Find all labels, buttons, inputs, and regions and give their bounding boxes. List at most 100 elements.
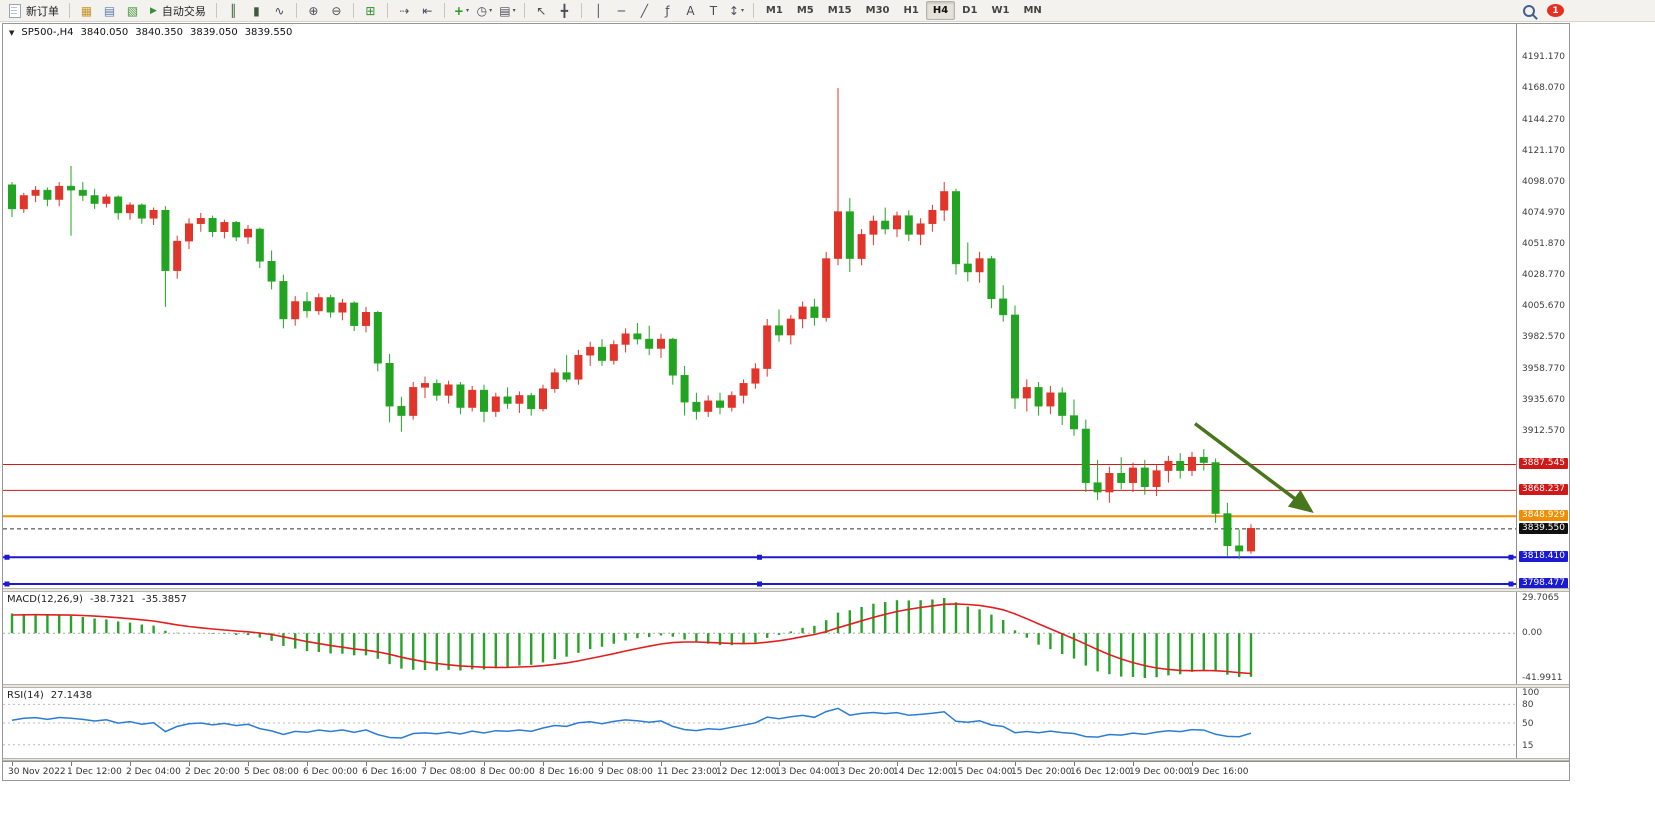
toolbar-separator	[69, 3, 70, 18]
zoom-out-icon[interactable]: ⊖	[331, 3, 342, 18]
new-chart-icon[interactable]: ▦	[80, 3, 93, 18]
time-label: 11 Dec 23:00	[657, 767, 718, 777]
rsi-axis-tick: 15	[1522, 740, 1534, 751]
price-tick: 3935.670	[1522, 394, 1565, 405]
horizontal-line-icon[interactable]: ─	[617, 3, 626, 18]
text-label-icon[interactable]: T	[709, 3, 718, 18]
trend-arrow-annotation[interactable]	[1193, 422, 1314, 513]
rsi-panel[interactable]: RSI(14) 27.1438	[3, 688, 1516, 758]
timeframe-m15[interactable]: M15	[827, 5, 852, 16]
toolbar-separator	[523, 3, 525, 18]
macd-value: -38.7321	[89, 594, 135, 605]
macd-signal-value: -35.3857	[141, 594, 187, 605]
time-axis[interactable]: 30 Nov 2022 1 Dec 12:00 2 Dec 04:00 2 Dec 2…	[3, 761, 1569, 780]
line-chart-icon[interactable]: ∿	[274, 3, 285, 18]
auto-scroll-icon[interactable]: ⇢	[399, 3, 410, 18]
time-label: 30 Nov 2022	[8, 767, 66, 777]
trendline-icon[interactable]: ╱	[640, 3, 649, 18]
autotrading-button[interactable]: ▶ 自动交易	[144, 2, 211, 20]
panel-divider[interactable]	[3, 684, 1569, 688]
time-label: 2 Dec 04:00	[126, 767, 181, 777]
toolbar-separator	[295, 3, 297, 18]
time-label: 14 Dec 12:00	[893, 767, 954, 777]
rsi-label: RSI(14) 27.1438	[7, 690, 92, 701]
chart-symbol-period: SP500-,H4	[21, 27, 74, 38]
zoom-in-icon[interactable]: ⊕	[308, 3, 319, 18]
chart-window[interactable]: ▼ SP500-,H4 3840.050 3840.350 3839.050 3…	[2, 23, 1570, 781]
panel-divider[interactable]	[3, 758, 1569, 761]
macd-label: MACD(12,26,9) -38.7321 -35.3857	[7, 594, 187, 605]
vertical-line-icon[interactable]: │	[594, 3, 603, 18]
periods-icon[interactable]: ◷ ▾	[476, 3, 493, 18]
time-tick	[602, 762, 603, 766]
time-label: 16 Dec 12:00	[1070, 767, 1131, 777]
search-icon[interactable]	[1523, 4, 1535, 17]
dropdown-caret-icon: ▾	[489, 7, 493, 14]
market-watch-icon[interactable]: ▤	[103, 3, 116, 18]
arrows-tool-icon[interactable]: ↕ ▾	[728, 3, 744, 18]
rsi-name: RSI(14)	[7, 690, 44, 701]
macd-axis-tick: 0.00	[1522, 628, 1543, 639]
price-tick: 3912.570	[1522, 425, 1565, 436]
macd-panel[interactable]: MACD(12,26,9) -38.7321 -35.3857	[3, 592, 1516, 684]
rsi-chart-canvas[interactable]	[3, 688, 1516, 758]
chart-ohlc-header: ▼ SP500-,H4 3840.050 3840.350 3839.050 3…	[9, 27, 292, 38]
toolbar-separator	[386, 3, 388, 18]
time-tick	[130, 762, 131, 766]
timeframe-h1[interactable]: H1	[903, 5, 919, 16]
macd-axis-tick: -41.9911	[1522, 673, 1563, 683]
time-tick	[838, 762, 839, 766]
candlestick-chart-icon[interactable]: ▮	[253, 3, 260, 18]
toolbar-separator	[352, 3, 354, 18]
cursor-icon[interactable]: ↖	[536, 3, 547, 18]
price-chart-canvas[interactable]	[3, 24, 1516, 588]
price-tick: 4051.870	[1522, 238, 1565, 249]
new-order-label: 新订单	[26, 4, 59, 18]
rsi-value: 27.1438	[50, 690, 93, 701]
templates-icon[interactable]: ▤ ▾	[499, 3, 516, 18]
panel-divider[interactable]	[3, 588, 1569, 592]
time-tick	[1192, 762, 1193, 766]
price-tick: 4121.170	[1522, 145, 1565, 156]
timeframe-m30[interactable]: M30	[865, 5, 890, 16]
toolbar-separator	[215, 3, 217, 18]
tile-windows-icon[interactable]: ⊞	[365, 3, 376, 18]
dropdown-caret-icon: ▾	[740, 7, 744, 14]
fibonacci-icon[interactable]: ƒ	[665, 3, 670, 18]
timeframe-w1[interactable]: W1	[991, 5, 1010, 16]
new-order-button[interactable]: 新订单	[3, 2, 64, 20]
time-label: 15 Dec 20:00	[1011, 767, 1072, 777]
candlestick-series	[8, 88, 1255, 560]
price-tick: 3982.570	[1522, 331, 1565, 342]
price-axis[interactable]: 4191.170 4168.070 4144.270 4121.170 4098.070…	[1516, 24, 1569, 761]
macd-signal-line	[11, 603, 1252, 675]
alerts-badge[interactable]: 1	[1547, 4, 1564, 17]
timeframe-m1[interactable]: M1	[765, 5, 783, 16]
crosshair-icon[interactable]: ╋	[560, 3, 569, 18]
time-label: 6 Dec 16:00	[362, 767, 417, 777]
macd-chart-canvas[interactable]	[3, 592, 1516, 684]
time-tick	[779, 762, 780, 766]
line-price-label: 3798.477	[1519, 578, 1568, 589]
timeframe-m5[interactable]: M5	[796, 5, 814, 16]
timeframe-mn[interactable]: MN	[1023, 5, 1042, 16]
autotrading-icon: ▶	[150, 5, 157, 16]
text-icon[interactable]: A	[686, 3, 695, 18]
main-price-panel[interactable]: ▼ SP500-,H4 3840.050 3840.350 3839.050 3…	[3, 24, 1516, 588]
time-label: 19 Dec 16:00	[1188, 767, 1249, 777]
ohlc-bars-icon[interactable]: ║	[229, 3, 238, 18]
time-tick	[1074, 762, 1075, 766]
indicators-add-icon[interactable]: + ▾	[453, 3, 469, 18]
ohlc-low: 3839.050	[189, 27, 238, 38]
dropdown-caret-icon: ▾	[512, 7, 516, 14]
time-label: 8 Dec 16:00	[539, 767, 594, 777]
collapse-triangle-icon[interactable]: ▼	[9, 28, 15, 37]
timeframe-d1[interactable]: D1	[962, 5, 978, 16]
navigator-icon[interactable]: ▧	[126, 3, 139, 18]
timeframe-h4[interactable]: H4	[925, 1, 956, 20]
toolbar-separator	[580, 3, 582, 18]
price-tick: 4005.670	[1522, 300, 1565, 311]
line-price-label: 3868.237	[1519, 484, 1568, 496]
chart-shift-icon[interactable]: ⇤	[422, 3, 433, 18]
time-tick	[897, 762, 898, 766]
